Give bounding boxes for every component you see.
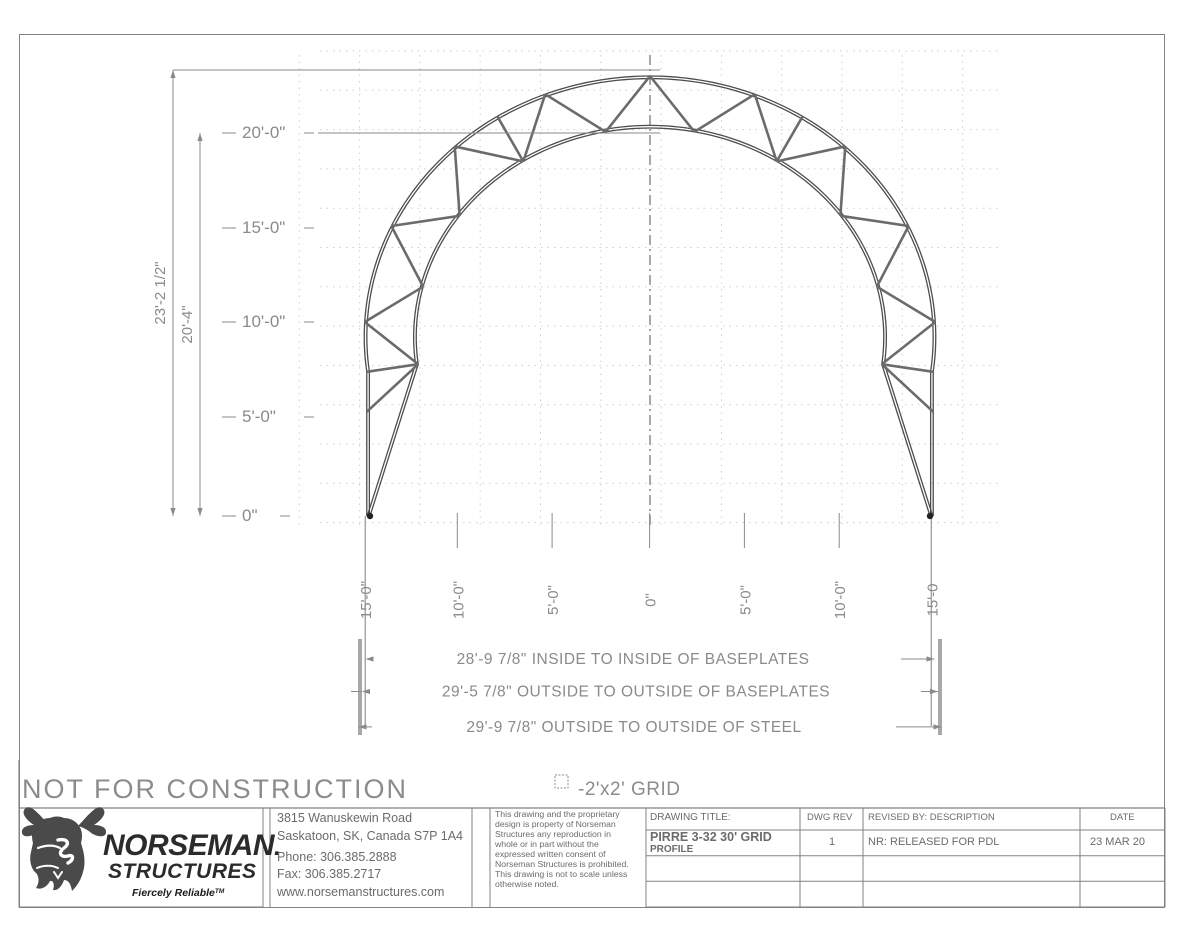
svg-text:NR: RELEASED FOR PDL: NR: RELEASED FOR PDL bbox=[868, 836, 999, 848]
svg-text:23'-2 1/2": 23'-2 1/2" bbox=[152, 261, 169, 324]
svg-text:20'-0": 20'-0" bbox=[242, 123, 285, 142]
svg-text:15'-0: 15'-0 bbox=[924, 584, 941, 617]
svg-text:REVISED BY: DESCRIPTION: REVISED BY: DESCRIPTION bbox=[868, 812, 995, 823]
svg-text:DRAWING TITLE:: DRAWING TITLE: bbox=[650, 812, 731, 823]
svg-text:www.norsemanstructures.com: www.norsemanstructures.com bbox=[276, 885, 444, 899]
svg-text:design is property of Norseman: design is property of Norseman bbox=[495, 819, 616, 829]
svg-text:15'-0": 15'-0" bbox=[358, 581, 375, 619]
svg-text:Saskatoon, SK, Canada S7P 1A4: Saskatoon, SK, Canada S7P 1A4 bbox=[277, 829, 463, 843]
svg-text:5'-0": 5'-0" bbox=[242, 407, 276, 426]
svg-text:1: 1 bbox=[829, 836, 835, 848]
svg-text:This drawing and the proprieta: This drawing and the proprietary bbox=[495, 809, 620, 819]
svg-text:15'-0": 15'-0" bbox=[242, 218, 285, 237]
svg-text:otherwise noted.: otherwise noted. bbox=[495, 879, 559, 889]
svg-text:10'-0": 10'-0" bbox=[832, 581, 849, 619]
svg-text:10'-0": 10'-0" bbox=[450, 581, 467, 619]
svg-text:expressed written consent of: expressed written consent of bbox=[495, 849, 606, 859]
svg-text:STRUCTURES: STRUCTURES bbox=[108, 860, 257, 883]
svg-text:29'-5 7/8" OUTSIDE TO OUTSIDE: 29'-5 7/8" OUTSIDE TO OUTSIDE OF BASEPLA… bbox=[442, 684, 830, 701]
svg-text:Phone: 306.385.2888: Phone: 306.385.2888 bbox=[277, 850, 397, 864]
svg-text:NOT FOR CONSTRUCTION: NOT FOR CONSTRUCTION bbox=[22, 774, 408, 804]
svg-text:This drawing is not to scale u: This drawing is not to scale unless bbox=[495, 869, 628, 879]
svg-text:whole or in part without the: whole or in part without the bbox=[494, 839, 599, 849]
svg-text:PROFILE: PROFILE bbox=[650, 844, 694, 855]
svg-text:Norseman Structures is prohibi: Norseman Structures is prohibited. bbox=[495, 859, 629, 869]
svg-text:23 MAR 20: 23 MAR 20 bbox=[1090, 836, 1145, 848]
svg-text:Fax: 306.385.2717: Fax: 306.385.2717 bbox=[277, 867, 381, 881]
svg-text:NORSEMAN.: NORSEMAN. bbox=[103, 829, 280, 862]
svg-text:-2'x2' GRID: -2'x2' GRID bbox=[578, 779, 681, 800]
svg-text:28'-9 7/8" INSIDE TO INSIDE OF: 28'-9 7/8" INSIDE TO INSIDE OF BASEPLATE… bbox=[457, 651, 810, 668]
svg-text:Fiercely ReliableTM: Fiercely ReliableTM bbox=[132, 887, 225, 899]
svg-text:0": 0" bbox=[643, 593, 660, 607]
svg-text:10'-0": 10'-0" bbox=[242, 312, 285, 331]
svg-text:5'-0": 5'-0" bbox=[737, 585, 754, 615]
svg-text:DATE: DATE bbox=[1110, 812, 1135, 823]
svg-text:DWG REV: DWG REV bbox=[807, 812, 853, 823]
svg-text:20'-4": 20'-4" bbox=[179, 305, 196, 343]
svg-text:3815 Wanuskewin Road: 3815 Wanuskewin Road bbox=[277, 811, 412, 825]
svg-text:PIRRE 3-32 30' GRID: PIRRE 3-32 30' GRID bbox=[650, 830, 772, 844]
svg-text:5'-0": 5'-0" bbox=[545, 585, 562, 615]
svg-text:Structures any reproduction in: Structures any reproduction in bbox=[495, 829, 611, 839]
svg-text:0": 0" bbox=[242, 506, 258, 525]
svg-text:29'-9 7/8" OUTSIDE TO OUTSIDE: 29'-9 7/8" OUTSIDE TO OUTSIDE OF STEEL bbox=[466, 719, 801, 736]
